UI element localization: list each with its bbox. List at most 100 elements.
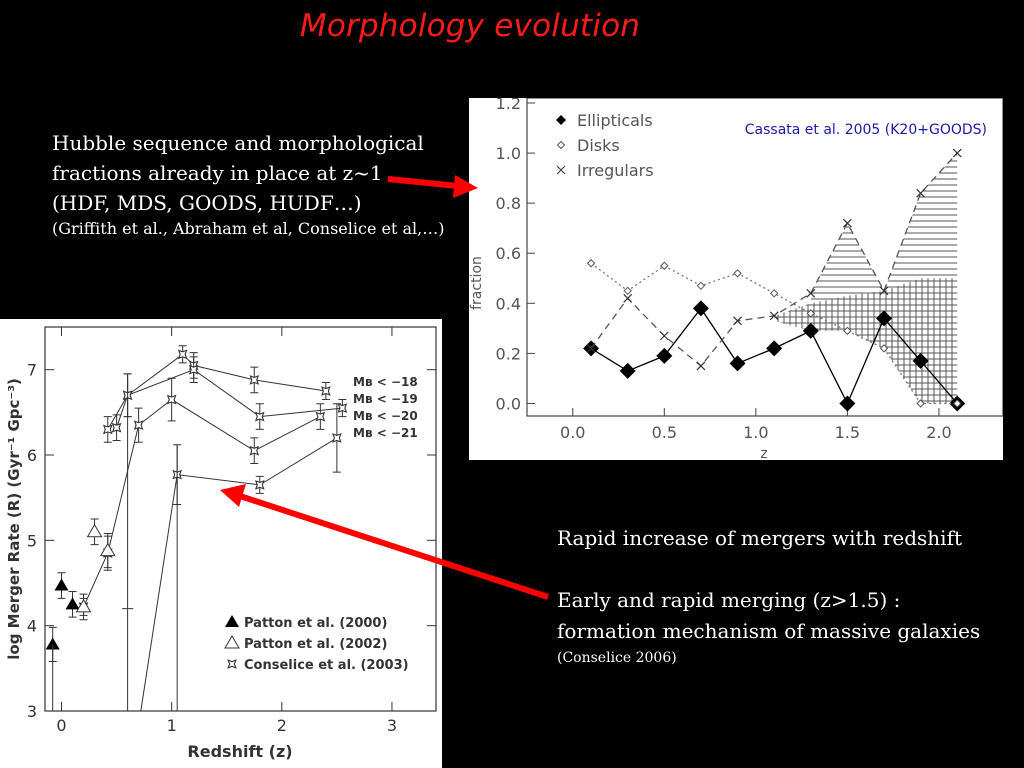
merger-rate-plot-svg: 3 4 5 6 7 0 1 2 3 log Merger Rate (R) (Gyr⁻¹ Gpc⁻… bbox=[5, 326, 437, 761]
y-tick-label: 3 bbox=[27, 702, 37, 721]
plot-frame bbox=[44, 326, 437, 712]
hubble-references: (Griffith et al., Abraham et al, Conseli… bbox=[52, 219, 445, 238]
patton2000-point bbox=[45, 637, 60, 650]
hubble-line-1: Hubble sequence and morphological bbox=[52, 131, 424, 155]
patton2000-point bbox=[65, 597, 80, 610]
slide-title: Morphology evolution bbox=[299, 8, 641, 44]
irregulars-point bbox=[879, 286, 889, 296]
irregulars-point bbox=[696, 361, 706, 371]
disks-point bbox=[806, 309, 815, 318]
irregulars-hatched-region bbox=[810, 153, 958, 306]
disks-point bbox=[769, 289, 779, 298]
x-tick-label: 2.0 bbox=[926, 423, 951, 442]
y-tick-label: 4 bbox=[27, 617, 37, 636]
x-tick-label: 3 bbox=[387, 716, 397, 735]
citation-label: Cassata et al. 2005 (K20+GOODS) bbox=[745, 122, 987, 138]
x-tick-label: 2 bbox=[277, 716, 287, 735]
patton2002-point bbox=[99, 542, 116, 557]
disks-point bbox=[953, 399, 962, 408]
conselice-point bbox=[188, 364, 199, 375]
irregulars-point bbox=[769, 311, 779, 321]
y-axis-label: fraction bbox=[469, 256, 485, 310]
legend-label-irregulars: Irregulars bbox=[577, 161, 654, 180]
legend-patton2002-marker bbox=[224, 635, 240, 649]
disks-point bbox=[916, 399, 925, 408]
arrow-to-merger-chart bbox=[220, 484, 549, 600]
ellipticals-point bbox=[876, 310, 892, 327]
merger-line-3: formation mechanism of massive galaxies bbox=[557, 619, 981, 643]
legend-irregulars-marker bbox=[556, 165, 566, 175]
x-tick-label: 0.0 bbox=[560, 423, 585, 442]
y-tick-label: 1.0 bbox=[496, 144, 521, 163]
irregulars-point bbox=[952, 148, 962, 158]
hubble-line-3: (HDF, MDS, GOODS, HUDF…) bbox=[52, 191, 362, 215]
conselice-point bbox=[332, 433, 342, 443]
disks-point bbox=[843, 326, 852, 336]
irregulars-point bbox=[586, 343, 596, 353]
curve-label: Mʙ < −21 bbox=[353, 426, 418, 440]
ellipticals-point bbox=[619, 362, 636, 379]
irregulars-point bbox=[916, 188, 926, 198]
x-axis-label: Redshift (z) bbox=[187, 742, 292, 761]
legend-label-ellipticals: Ellipticals bbox=[577, 111, 653, 130]
y-axis-label: log Merger Rate (R) (Gyr⁻¹ Gpc⁻³) bbox=[5, 378, 23, 660]
merger-line-2: Early and rapid merging (z>1.5) : bbox=[557, 588, 901, 612]
ellipticals-point bbox=[802, 322, 819, 339]
y-tick-label: 0.0 bbox=[496, 394, 521, 413]
ellipticals-point bbox=[766, 340, 783, 357]
arrow-to-fraction-chart bbox=[387, 175, 478, 198]
hubble-sequence-text: Hubble sequence and morphological fracti… bbox=[52, 128, 472, 240]
y-tick-label: 0.6 bbox=[496, 244, 521, 263]
patton2002-point bbox=[86, 523, 103, 538]
disks-point bbox=[660, 261, 669, 270]
y-tick-label: 0.4 bbox=[496, 294, 521, 313]
irregulars-point bbox=[659, 331, 669, 341]
disks-point bbox=[696, 281, 706, 290]
irregulars-point bbox=[623, 293, 633, 303]
conselice-point bbox=[166, 394, 177, 405]
legend-label-disks: Disks bbox=[577, 136, 620, 155]
legend-ellipticals-marker bbox=[556, 115, 566, 125]
merger-rate-chart: 3 4 5 6 7 0 1 2 3 log Merger Rate (R) (Gyr⁻¹ Gpc⁻… bbox=[0, 319, 442, 768]
legend-conselice-marker bbox=[227, 659, 237, 669]
ellipticals-point bbox=[692, 300, 709, 317]
curve-label: Mʙ < −20 bbox=[353, 409, 418, 423]
conselice-point bbox=[133, 420, 144, 430]
legend-patton2000-marker bbox=[225, 615, 239, 627]
merger-reference: (Conselice 2006) bbox=[557, 650, 677, 666]
disks-point bbox=[879, 344, 889, 353]
conselice-point bbox=[321, 386, 331, 396]
plot-frame bbox=[526, 98, 1003, 417]
disks-point bbox=[586, 259, 596, 268]
conselice-point bbox=[249, 375, 260, 385]
conselice-curve-4 bbox=[140, 437, 338, 712]
curve-label: Mʙ < −18 bbox=[353, 375, 418, 389]
curve-label: Mʙ < −19 bbox=[353, 392, 418, 406]
legend-label: Conselice et al. (2003) bbox=[244, 658, 409, 673]
disks-hatched-region bbox=[774, 278, 958, 404]
y-tick-label: 1.2 bbox=[496, 98, 521, 113]
y-tick-label: 5 bbox=[27, 531, 37, 550]
patton2002-point bbox=[75, 598, 92, 613]
series-line-disks bbox=[590, 262, 958, 405]
conselice-curve-1 bbox=[116, 353, 326, 428]
irregulars-point bbox=[806, 288, 816, 298]
legend-label: Patton et al. (2000) bbox=[244, 616, 387, 631]
conselice-point bbox=[254, 480, 265, 490]
x-axis-label: z bbox=[760, 446, 767, 460]
irregulars-point bbox=[733, 316, 742, 326]
disks-point bbox=[733, 269, 742, 278]
x-tick-label: 1.5 bbox=[835, 423, 860, 442]
y-tick-label: 0.2 bbox=[496, 344, 521, 363]
conselice-point bbox=[177, 349, 188, 360]
y-tick-label: 6 bbox=[27, 446, 37, 465]
legend-label: Patton et al. (2002) bbox=[244, 637, 387, 652]
patton2000-point bbox=[54, 578, 69, 591]
conselice-point bbox=[249, 445, 260, 456]
y-tick-label: 7 bbox=[27, 361, 37, 380]
ellipticals-point bbox=[912, 352, 929, 369]
merger-line-1: Rapid increase of mergers with redshift bbox=[557, 526, 963, 550]
x-tick-label: 0 bbox=[56, 716, 66, 735]
conselice-point bbox=[102, 424, 113, 435]
irregulars-point bbox=[842, 218, 852, 228]
